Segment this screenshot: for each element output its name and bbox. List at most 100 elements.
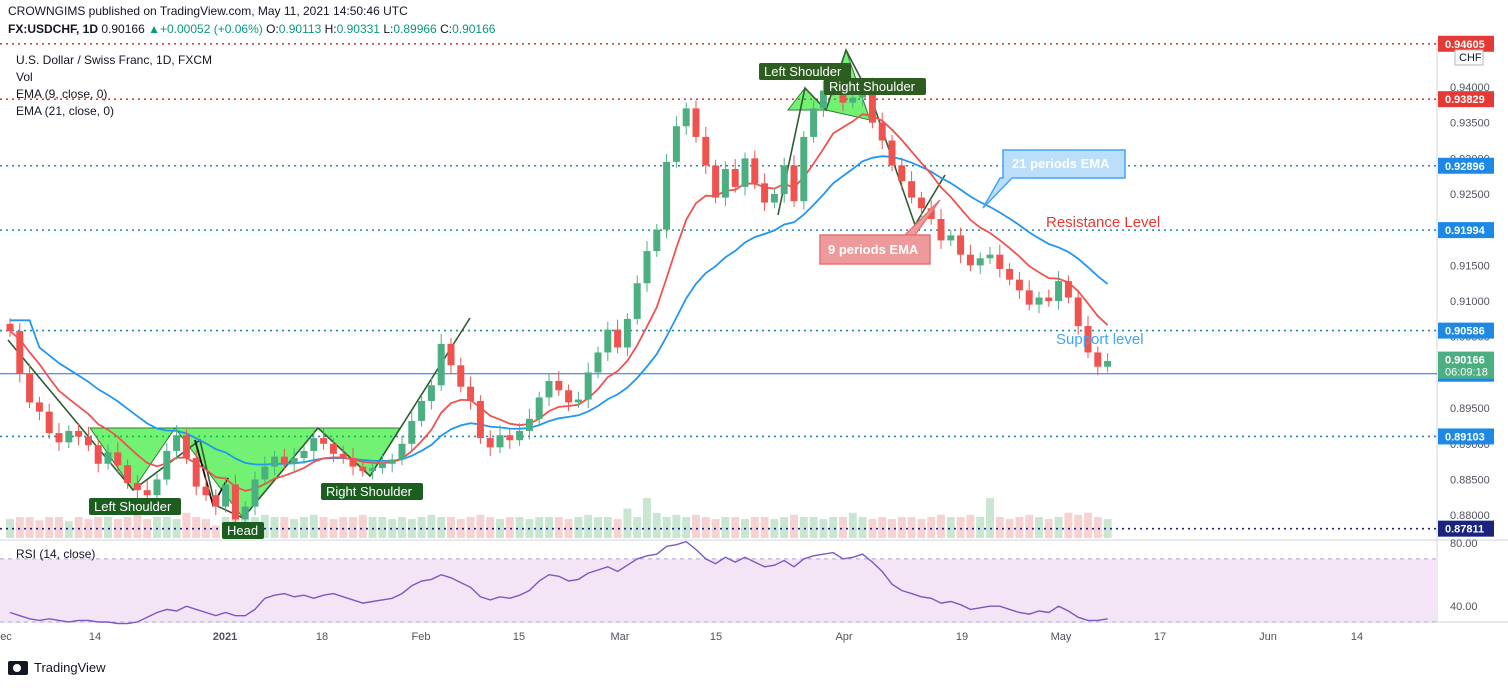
head-label: Head: [227, 523, 258, 538]
volume-bar: [613, 519, 622, 538]
candle-body: [721, 169, 729, 198]
candle-body: [231, 484, 239, 520]
symbol: FX:USDCHF, 1D: [8, 22, 99, 36]
volume-bar: [447, 517, 455, 538]
volume-bar: [104, 517, 112, 538]
current-price-box: [1438, 351, 1494, 379]
volume-bar: [1025, 514, 1034, 538]
support-level-label: Support level: [1056, 331, 1144, 348]
candle-body: [339, 453, 347, 459]
volume-bar: [398, 517, 406, 538]
candle-body: [408, 420, 416, 444]
volume-bar: [123, 517, 132, 538]
volume-bar: [956, 517, 965, 538]
price-tick-label: 0.88000: [1450, 510, 1490, 522]
candle-body: [868, 85, 876, 123]
volume-bar: [378, 517, 387, 538]
volume-bar: [937, 514, 945, 538]
volume-bar: [535, 517, 544, 538]
candle-body: [182, 435, 190, 459]
candle-body: [604, 329, 612, 353]
time-tick-label: Apr: [835, 631, 852, 643]
volume-bar: [486, 517, 495, 538]
price-label-box: [1438, 428, 1494, 445]
time-tick-label: 14: [1351, 631, 1363, 643]
volume-bar: [339, 517, 348, 538]
candle-body: [1055, 281, 1063, 302]
candle-body: [770, 194, 778, 203]
volume-bar: [466, 517, 475, 538]
volume-bar: [368, 517, 377, 538]
candle-body: [800, 136, 808, 202]
low-value: 0.89966: [393, 22, 437, 36]
candle-body: [467, 386, 475, 401]
candle-body: [1045, 297, 1053, 302]
volume-bar: [270, 517, 279, 538]
candle-body: [672, 126, 680, 162]
last-price: 0.90166: [101, 22, 145, 36]
candle-body: [506, 435, 514, 441]
candle-body: [516, 430, 524, 441]
candle-body: [427, 385, 435, 401]
open-label: O:: [266, 22, 279, 36]
rsi-tick-label: 40.00: [1450, 601, 1478, 613]
candle-body: [780, 165, 788, 195]
candle-body: [173, 435, 181, 451]
ema21-line: [10, 155, 1109, 466]
close-label: C:: [440, 22, 453, 36]
volume-bar: [839, 517, 847, 538]
volume-bar: [594, 517, 602, 538]
candle-body: [927, 208, 935, 219]
right-shoulder-label: Right Shoulder: [326, 484, 413, 499]
volume-bar: [701, 517, 710, 538]
candle-body: [878, 122, 886, 141]
tradingview-logo[interactable]: TradingView: [8, 660, 106, 675]
candle-body: [94, 445, 102, 464]
volume-bar: [662, 517, 671, 538]
top-left-shoulder-label: Left Shoulder: [764, 64, 842, 79]
chart-title: U.S. Dollar / Swiss Franc, 1D, FXCM: [16, 53, 212, 67]
candle-body: [584, 372, 592, 400]
volume-bar: [388, 519, 397, 538]
candle-body: [535, 397, 543, 419]
candle-body: [986, 254, 994, 259]
candle-body: [643, 251, 651, 284]
volume-bar: [55, 517, 63, 538]
volume-legend: Vol: [16, 70, 33, 84]
volume-bar: [652, 512, 661, 538]
volume-bar: [721, 517, 730, 538]
candle-body: [84, 436, 92, 446]
volume-bar: [15, 517, 24, 538]
price-label-text: 0.93829: [1445, 94, 1485, 106]
candle-body: [241, 506, 249, 520]
candle-body: [594, 352, 602, 373]
candle-body: [280, 456, 288, 464]
volume-bar: [192, 517, 201, 538]
left-shoulder-triangle: [89, 427, 176, 491]
brand-label: TradingView: [34, 660, 106, 675]
rsi-line: [9, 540, 1108, 625]
candle-body: [790, 165, 798, 202]
candle-body: [163, 450, 171, 480]
candle-body: [300, 450, 308, 459]
volume-bar: [897, 517, 906, 538]
volume-bar: [172, 519, 181, 538]
candle-body: [6, 323, 14, 332]
volume-bar: [986, 498, 994, 538]
candle-body: [310, 438, 318, 451]
volume-bar: [946, 517, 955, 538]
time-tick-label: 18: [316, 631, 328, 643]
volume-bar: [1074, 514, 1083, 538]
candle-body: [653, 229, 661, 252]
volume-bar: [300, 517, 308, 538]
time-tick-label: 14: [89, 631, 101, 643]
volume-bar: [858, 517, 867, 538]
low-label: L:: [383, 22, 394, 36]
volume-bar: [603, 517, 612, 538]
candle-body: [55, 433, 63, 443]
volume-bar: [682, 517, 691, 538]
volume-bar: [45, 517, 54, 538]
candle-body: [261, 466, 269, 480]
time-tick-label: 15: [513, 631, 525, 643]
